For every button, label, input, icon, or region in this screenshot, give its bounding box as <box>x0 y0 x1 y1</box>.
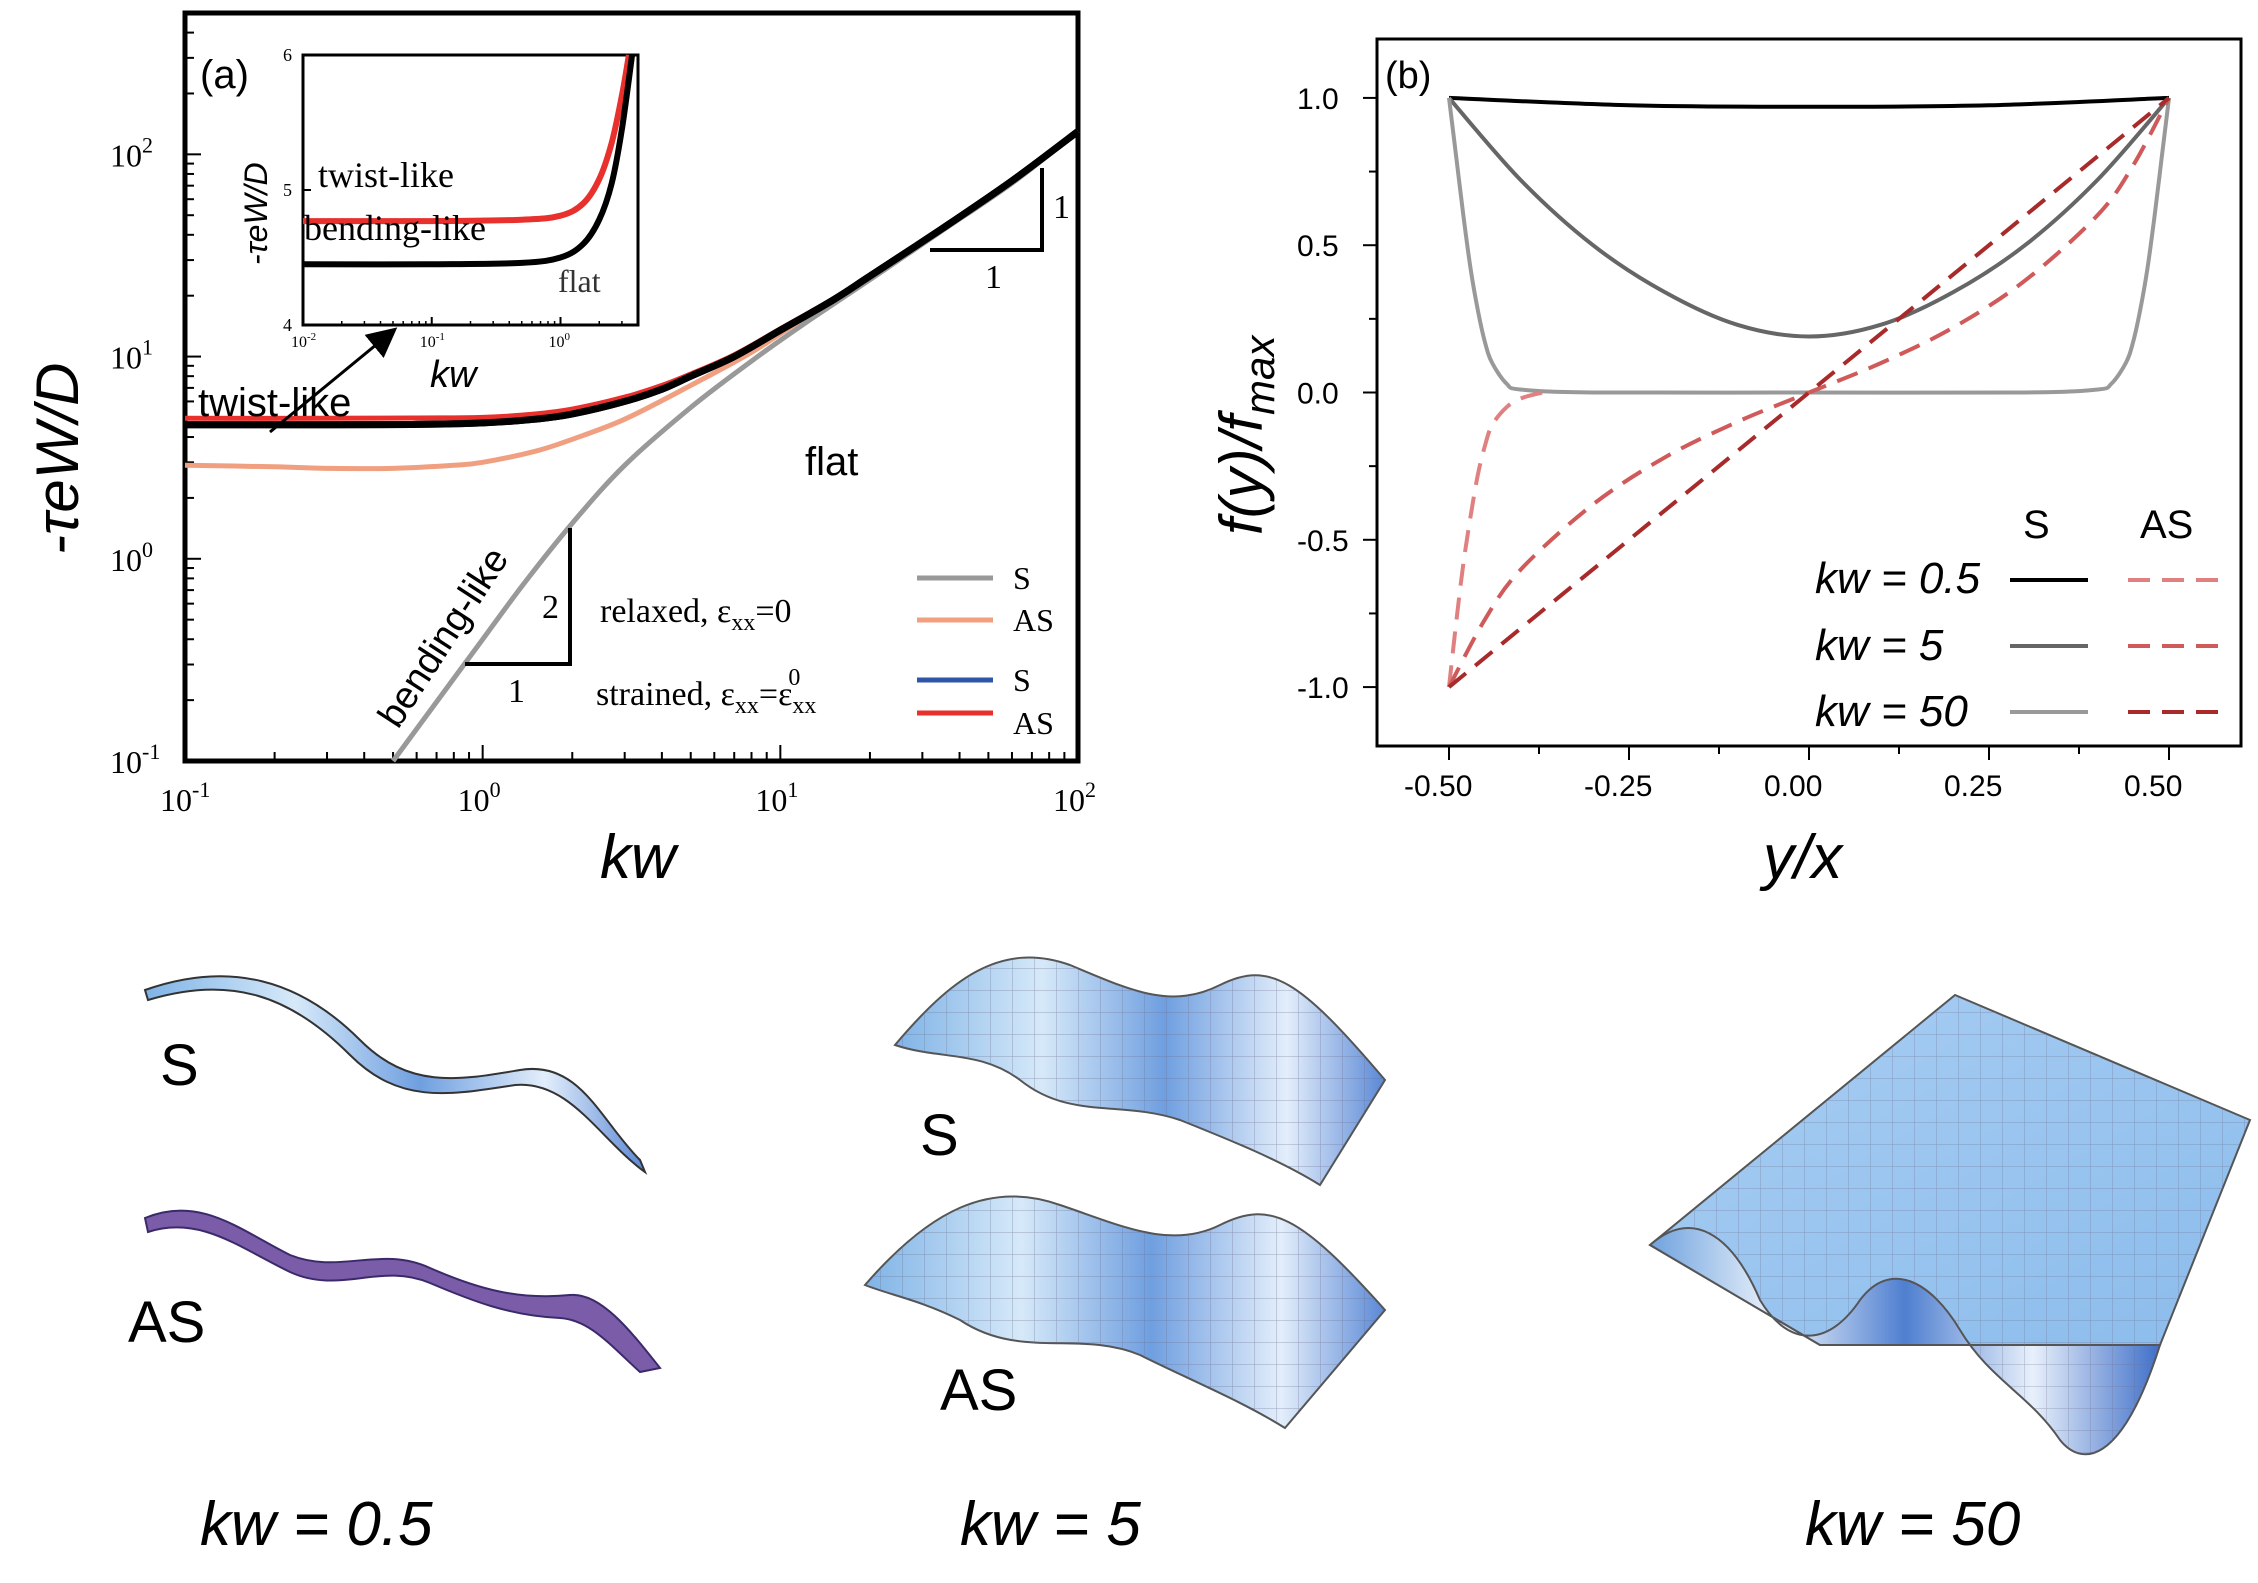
a-y-tick-label: 102 <box>110 132 153 173</box>
panel-a: 10-1 100 101 102 10-1 100 101 102 (a) kw -τeW/… <box>24 10 1096 892</box>
inset-label-bending: bending-like <box>304 208 486 248</box>
b-y-tick-label: -0.5 <box>1297 525 1349 558</box>
surface-label-s-kw-5: S <box>920 1103 959 1168</box>
legend-label-relaxed-as: AS <box>1013 602 1054 638</box>
slope-triangle-2-1 <box>465 528 572 666</box>
b-y-tick-label: -1.0 <box>1297 672 1349 705</box>
panel-b-legend: S AS kw = 0.5 kw = 5 kw = 50 <box>1815 503 2218 736</box>
slope-1-run: 1 <box>985 259 1002 296</box>
surface-caption-kw-50: kw = 50 <box>1805 1490 2020 1559</box>
b-series-0 <box>1448 95 2170 109</box>
inset-label-flat: flat <box>558 263 601 299</box>
a-y-tick-label: 100 <box>110 537 153 578</box>
inset-series-1 <box>302 54 636 268</box>
panel-a-y-tick-labels: 10-1 100 101 102 <box>110 132 160 780</box>
b-series-4 <box>1447 96 2171 689</box>
ribbon-s-kw-0-5 <box>143 975 648 1175</box>
annotation-bending-like: bending-like <box>370 540 517 735</box>
b-y-tick-label: 1.0 <box>1297 83 1339 116</box>
inset-arrow <box>269 327 398 434</box>
b-x-tick-label: 0.00 <box>1764 770 1822 803</box>
surface-kw-50-grid <box>1650 995 2250 1455</box>
surface-label-as-kw-5: AS <box>940 1358 1017 1423</box>
surface-label-s-kw-0-5: S <box>160 1033 199 1098</box>
surface-kw-5: S AS kw = 5 <box>863 956 1387 1559</box>
panel-b-series <box>1447 95 2171 689</box>
panel-b-x-label: y/x <box>1759 823 1844 892</box>
inset-y-label: -τeW/D <box>238 162 274 265</box>
b-x-tick-label: -0.50 <box>1404 770 1472 803</box>
b-y-tick-label: 0.0 <box>1297 378 1339 411</box>
surface-kw-0-5: S AS kw = 0.5 <box>128 975 662 1559</box>
legend-relaxed-label: relaxed, εxx=0 <box>600 593 792 636</box>
annotation-twist-like: twist-like <box>198 381 351 425</box>
inset-y-tick-label: 6 <box>283 45 292 65</box>
slope-2-rise: 2 <box>542 589 559 626</box>
panel-b: -0.50 -0.25 0.00 0.25 0.50 1.0 0.5 0.0 -0.5 -1.0… <box>1208 37 2243 892</box>
a-y-tick-label: 101 <box>110 335 153 376</box>
panel-a-x-label: kw <box>600 823 680 892</box>
legend-col-as: AS <box>2140 503 2193 547</box>
legend-row-2-label: kw = 5 <box>1815 621 1944 670</box>
inset-series <box>302 54 636 268</box>
b-y-tick-label: 0.5 <box>1297 230 1339 263</box>
surface-illustrations: S AS kw = 0.5 S AS kw = 5 kw = 50 <box>128 956 2252 1559</box>
a-y-tick-label: 10-1 <box>110 739 160 780</box>
inset-frame <box>301 53 640 327</box>
legend-row-1-label: kw = 0.5 <box>1815 554 1981 603</box>
panel-a-label: (a) <box>200 53 249 97</box>
inset-label-twist: twist-like <box>318 155 454 195</box>
panel-a-series <box>184 128 1081 763</box>
panel-b-ticks <box>1363 96 2170 760</box>
inset-x-tick-label: 10-1 <box>420 331 445 351</box>
b-series-3 <box>1447 390 1544 688</box>
annotation-flat: flat <box>805 440 858 484</box>
a-x-tick-label: 101 <box>755 777 798 818</box>
b-x-tick-label: -0.25 <box>1584 770 1652 803</box>
legend-col-s: S <box>2023 503 2050 547</box>
panel-b-x-tick-labels: -0.50 -0.25 0.00 0.25 0.50 <box>1404 770 2182 803</box>
surface-label-as-kw-0-5: AS <box>128 1290 205 1355</box>
panel-a-x-tick-labels: 10-1 100 101 102 <box>160 777 1096 818</box>
legend-label-strained-s: S <box>1013 662 1031 698</box>
inset-plot: 10-2 10-1 100 4 5 6 twist-like bending-like f… <box>238 45 640 396</box>
inset-y-tick-label: 5 <box>283 180 292 200</box>
a-x-tick-label: 100 <box>458 777 501 818</box>
panel-a-ticks <box>184 12 1079 762</box>
b-series-2 <box>1447 97 2171 395</box>
inset-series-0 <box>302 54 632 225</box>
legend-label-strained-as: AS <box>1013 705 1054 741</box>
panel-a-y-label: -τeW/D <box>24 363 91 555</box>
panel-b-y-tick-labels: 1.0 0.5 0.0 -0.5 -1.0 <box>1297 83 1349 705</box>
surface-caption-kw-0-5: kw = 0.5 <box>200 1490 433 1559</box>
panel-b-y-label: f(y)/fmax <box>1208 334 1283 535</box>
b-x-tick-label: 0.25 <box>1944 770 2002 803</box>
slope-triangle-1-1 <box>930 168 1044 252</box>
legend-row-3-label: kw = 50 <box>1815 687 1968 736</box>
surface-as-kw-5-grid <box>865 1196 1385 1428</box>
a-x-tick-label: 102 <box>1053 777 1096 818</box>
inset-x-tick-label: 10-2 <box>291 331 316 351</box>
inset-x-label: kw <box>430 354 479 396</box>
ribbon-as-kw-0-5 <box>143 1209 662 1374</box>
legend-label-relaxed-s: S <box>1013 560 1031 596</box>
a-x-tick-label: 10-1 <box>160 777 210 818</box>
panel-b-label: (b) <box>1385 55 1431 97</box>
b-x-tick-label: 0.50 <box>2124 770 2182 803</box>
b-series-1 <box>1447 96 2171 339</box>
legend-strained-label: strained, εxx=εxx0 <box>596 665 816 719</box>
surface-s-kw-5-grid <box>895 957 1385 1185</box>
a-series-strained-s-top <box>184 128 1081 429</box>
slope-2-run: 1 <box>508 673 525 710</box>
slope-1-rise: 1 <box>1053 189 1070 226</box>
inset-y-tick-label: 4 <box>283 315 292 335</box>
panel-a-legend: relaxed, εxx=0 strained, εxx=εxx0 S AS S… <box>596 560 1054 741</box>
surface-kw-50: kw = 50 <box>1648 993 2252 1559</box>
b-series-5 <box>1447 96 2171 689</box>
inset-x-tick-label: 100 <box>548 331 570 351</box>
surface-caption-kw-5: kw = 5 <box>960 1490 1141 1559</box>
inset-ticks: 10-2 10-1 100 4 5 6 <box>283 45 623 351</box>
